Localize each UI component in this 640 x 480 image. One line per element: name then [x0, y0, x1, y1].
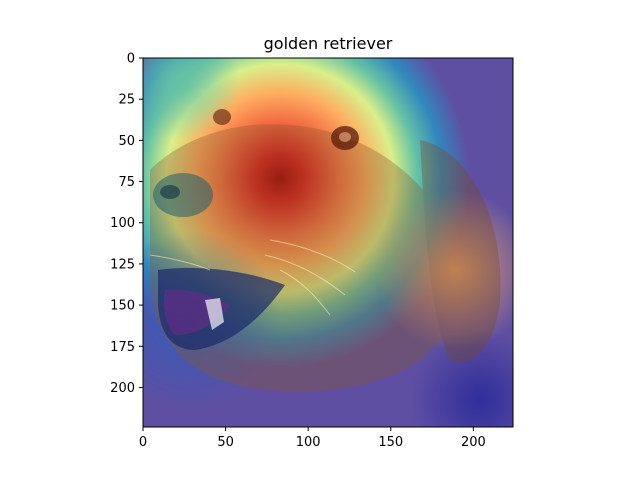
x-tick-label: 200: [461, 435, 486, 450]
dog-face-shading: [149, 124, 501, 392]
chart-title: golden retriever: [264, 34, 393, 53]
y-tick-label: 25: [118, 93, 135, 108]
x-tick-label: 0: [139, 435, 147, 450]
x-tick-label: 50: [217, 435, 234, 450]
y-tick-label: 100: [110, 216, 135, 231]
y-tick-label: 50: [118, 134, 135, 149]
dog-eyes: [213, 109, 359, 150]
y-tick-label: 200: [110, 381, 135, 396]
x-axis: 0 50 100 150 200: [139, 427, 486, 450]
y-tick-label: 125: [110, 257, 135, 272]
x-tick-label: 150: [378, 435, 403, 450]
y-tick-label: 175: [110, 340, 135, 355]
y-tick-label: 75: [118, 175, 135, 190]
x-tick-label: 100: [296, 435, 321, 450]
dog-nose: [153, 173, 213, 217]
axes-frame: [142, 57, 514, 428]
y-axis: 0 25 50 75 100 125 150 175 200: [110, 52, 143, 396]
dog-mouth: [158, 267, 285, 350]
y-tick-label: 150: [110, 299, 135, 314]
y-tick-label: 0: [127, 52, 135, 67]
heatmap-image: [143, 58, 513, 427]
dog-whiskers: [149, 239, 356, 316]
